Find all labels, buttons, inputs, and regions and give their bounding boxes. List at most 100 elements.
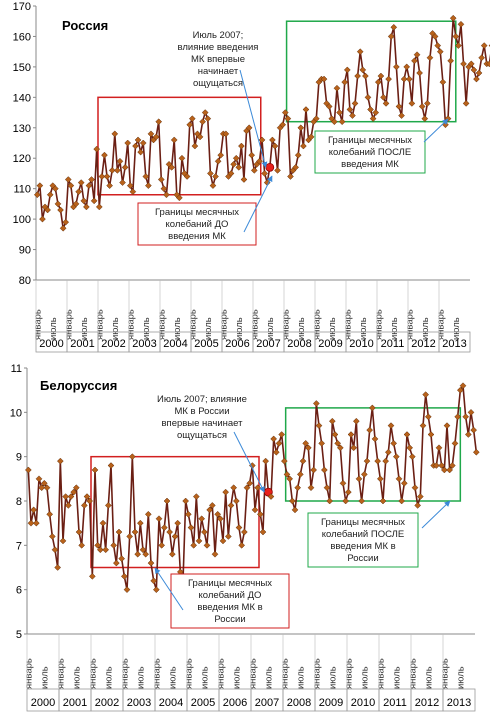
by-ytick-label: 7 xyxy=(16,540,22,552)
ru-year-label: 2003 xyxy=(132,338,156,350)
ru-data-point xyxy=(434,42,442,49)
by-data-point xyxy=(472,448,480,456)
ru-data-point xyxy=(52,185,59,193)
by-data-point xyxy=(136,519,144,527)
ru-data-point xyxy=(475,69,483,77)
ru-month-label: январь xyxy=(435,309,446,340)
by-data-point xyxy=(86,497,94,505)
ru-data-point xyxy=(467,60,475,68)
ru-data-point xyxy=(411,57,418,65)
by-data-point xyxy=(435,444,443,452)
ru-month-label: январь xyxy=(218,309,229,340)
ru-data-point xyxy=(201,109,209,116)
ru-year-label: 2005 xyxy=(194,338,218,350)
by-data-point xyxy=(238,541,246,549)
by-event-annotation: ощущаться xyxy=(177,430,227,441)
ru-data-point xyxy=(279,121,287,129)
ru-data-point xyxy=(85,182,93,189)
by-data-point xyxy=(371,435,379,443)
by-event-annotation: МК в России xyxy=(174,406,229,417)
ru-data-point xyxy=(364,93,372,101)
ru-data-point xyxy=(152,133,160,141)
by-month-label: июль xyxy=(391,666,402,689)
by-data-point xyxy=(323,484,331,492)
by-data-point xyxy=(75,528,83,536)
ru-month-label: июль xyxy=(141,317,152,340)
ru-month-label: июль xyxy=(451,317,462,340)
by-month-label: январь xyxy=(119,658,130,689)
by-data-point xyxy=(400,479,408,487)
by-data-point xyxy=(174,519,182,527)
ru-data-point xyxy=(416,69,423,77)
belarus-chart-title: Белоруссия xyxy=(40,378,117,393)
by-month-label: июль xyxy=(423,666,434,689)
by-year-label: 2001 xyxy=(63,697,87,709)
ru-data-point xyxy=(207,170,214,177)
by-data-point xyxy=(182,497,190,505)
by-year-label: 2002 xyxy=(95,697,119,709)
by-data-point xyxy=(230,484,238,492)
ru-data-point xyxy=(473,75,480,83)
by-year-label: 2003 xyxy=(127,697,151,709)
ru-data-point xyxy=(261,170,268,177)
ru-month-label: январь xyxy=(32,309,43,340)
by-data-point xyxy=(432,462,440,469)
by-data-point xyxy=(251,506,259,514)
by-before-annotation: введения МК в xyxy=(197,602,262,613)
by-data-point xyxy=(331,431,339,438)
by-data-point xyxy=(150,577,158,585)
by-data-point xyxy=(360,471,368,478)
by-data-point xyxy=(283,471,291,478)
ru-data-point xyxy=(111,130,119,138)
ru-before-arrow xyxy=(243,175,273,233)
ru-data-point xyxy=(46,191,54,199)
by-after-arrow xyxy=(421,500,451,529)
ru-ytick-label: 110 xyxy=(13,184,31,196)
by-data-point xyxy=(376,475,384,483)
ru-data-point xyxy=(126,182,134,189)
ru-data-point xyxy=(457,20,465,28)
by-data-point xyxy=(115,528,123,536)
ru-event-annotation: МК впервые xyxy=(191,54,245,65)
by-data-point xyxy=(379,497,387,505)
ru-month-label: июль xyxy=(203,317,214,340)
by-data-point xyxy=(246,479,254,487)
by-data-point xyxy=(83,493,91,500)
ru-data-point xyxy=(129,188,137,196)
by-month-label: июль xyxy=(103,666,114,689)
ru-data-point xyxy=(287,173,294,180)
ru-data-point xyxy=(72,200,80,208)
ru-event-marker xyxy=(265,162,275,172)
by-data-point xyxy=(219,537,227,545)
by-month-label: июль xyxy=(135,666,146,689)
by-data-point xyxy=(318,440,326,447)
by-month-label: январь xyxy=(183,658,194,689)
by-data-point xyxy=(211,550,219,558)
ru-data-point xyxy=(302,106,310,113)
ru-data-point xyxy=(292,164,299,171)
by-data-point xyxy=(243,484,251,492)
by-year-label: 2012 xyxy=(415,697,439,709)
by-data-point xyxy=(126,533,134,540)
ru-data-point xyxy=(103,173,111,180)
by-month-label: январь xyxy=(375,658,386,689)
ru-data-point xyxy=(338,118,346,126)
by-data-point xyxy=(363,457,371,465)
by-data-point xyxy=(46,510,54,518)
ru-month-label: июль xyxy=(296,317,307,340)
ru-data-point xyxy=(98,173,106,180)
by-data-point xyxy=(459,382,467,390)
by-data-point xyxy=(336,444,344,452)
by-data-point xyxy=(262,457,270,465)
ru-data-point xyxy=(460,60,467,68)
ru-event-annotation: Июль 2007; xyxy=(193,30,244,41)
by-data-point xyxy=(448,462,456,469)
ru-data-point xyxy=(196,133,204,141)
by-data-point xyxy=(27,519,35,527)
ru-data-point xyxy=(83,203,90,211)
ru-data-point xyxy=(209,182,217,189)
ru-year-label: 2010 xyxy=(349,338,373,350)
ru-month-label: июль xyxy=(48,317,59,340)
by-data-point xyxy=(368,404,376,412)
by-data-point xyxy=(342,497,350,505)
